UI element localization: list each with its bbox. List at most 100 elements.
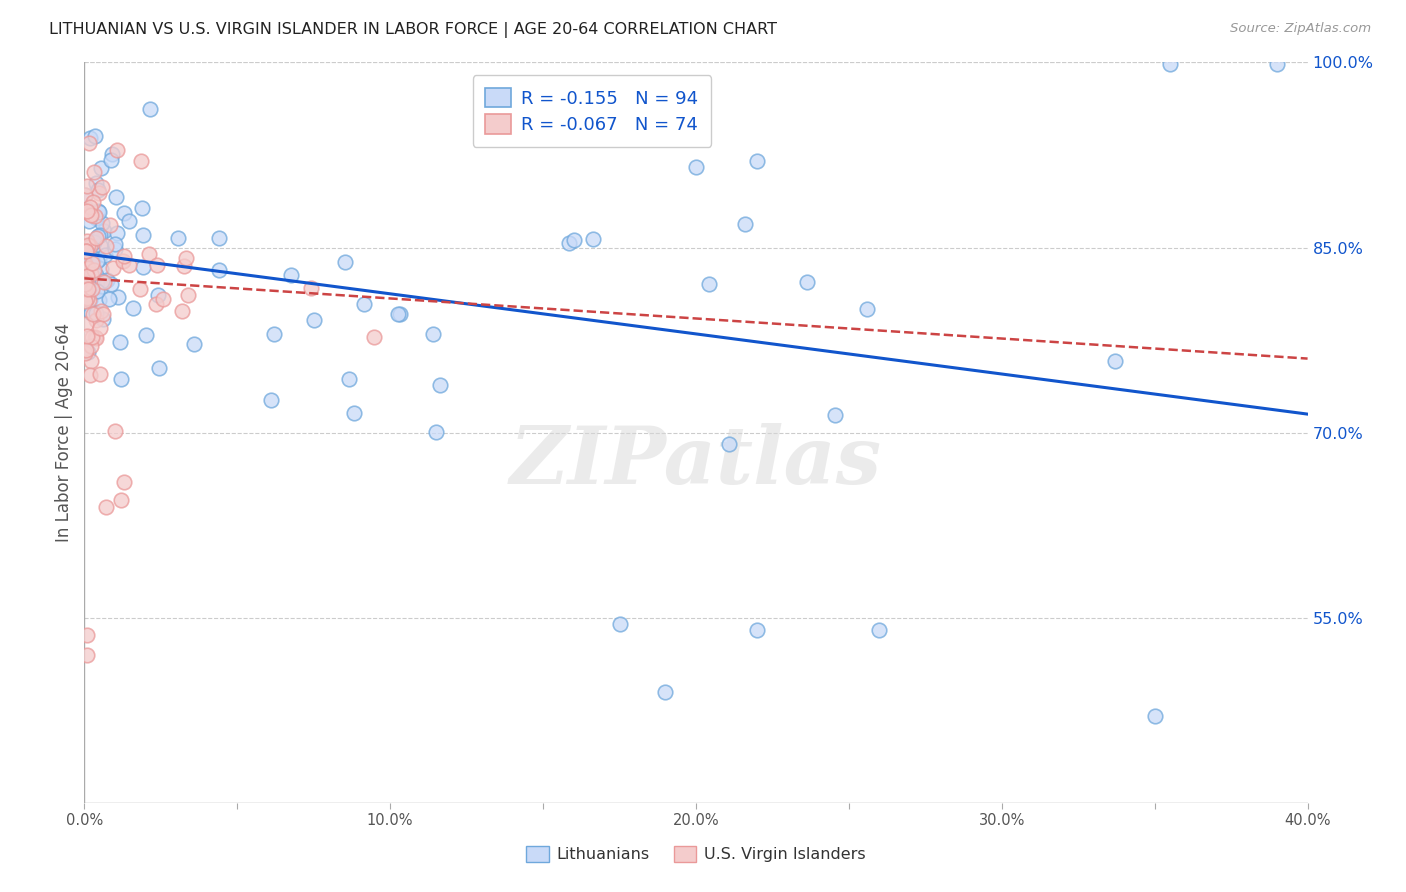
Point	[75, 260, 97, 274]
Point	[90, 303, 112, 318]
Point	[84, 268, 107, 282]
Point	[654, 685, 676, 699]
Point	[75, 244, 97, 258]
Point	[353, 296, 375, 310]
Point	[93, 224, 115, 238]
Point	[79, 293, 101, 308]
Point	[84, 313, 107, 327]
Point	[77, 136, 100, 150]
Point	[94, 248, 117, 262]
Point	[363, 330, 385, 344]
Point	[110, 493, 132, 508]
Point	[75, 318, 97, 332]
Point	[105, 143, 128, 157]
Point	[87, 252, 110, 267]
Point	[87, 204, 110, 219]
Point	[208, 230, 231, 244]
Point	[80, 354, 103, 368]
Point	[429, 377, 451, 392]
Point	[80, 268, 103, 282]
Text: ZIPatlas: ZIPatlas	[510, 424, 882, 501]
Point	[304, 313, 326, 327]
Point	[77, 214, 100, 228]
Point	[100, 277, 122, 291]
Point	[146, 258, 169, 272]
Y-axis label: In Labor Force | Age 20-64: In Labor Force | Age 20-64	[55, 323, 73, 542]
Point	[609, 616, 631, 631]
Point	[1265, 56, 1288, 70]
Point	[422, 327, 444, 342]
Point	[75, 293, 97, 308]
Point	[299, 281, 322, 295]
Point	[734, 217, 756, 231]
Point	[82, 282, 104, 296]
Point	[76, 628, 98, 642]
Point	[76, 282, 98, 296]
Point	[76, 268, 98, 283]
Point	[79, 131, 101, 145]
Point	[107, 227, 129, 241]
Point	[80, 208, 103, 222]
Point	[84, 129, 107, 144]
Point	[108, 335, 131, 350]
Point	[84, 231, 107, 245]
Point	[333, 255, 356, 269]
Point	[90, 262, 112, 277]
Point	[76, 291, 98, 305]
Point	[82, 194, 104, 209]
Point	[1104, 354, 1126, 368]
Point	[82, 249, 104, 263]
Point	[84, 330, 107, 344]
Point	[98, 218, 121, 232]
Point	[112, 475, 135, 489]
Point	[77, 260, 100, 275]
Point	[425, 425, 447, 440]
Point	[869, 623, 891, 637]
Point	[152, 292, 174, 306]
Point	[75, 277, 97, 292]
Legend: Lithuanians, U.S. Virgin Islanders: Lithuanians, U.S. Virgin Islanders	[520, 839, 872, 869]
Point	[747, 154, 769, 169]
Point	[685, 161, 707, 175]
Point	[79, 207, 101, 221]
Point	[91, 179, 114, 194]
Point	[176, 288, 198, 302]
Point	[104, 424, 127, 438]
Point	[562, 233, 585, 247]
Point	[280, 268, 302, 282]
Point	[96, 273, 118, 287]
Point	[104, 236, 127, 251]
Point	[75, 343, 97, 357]
Point	[76, 178, 98, 193]
Point	[718, 437, 741, 451]
Point	[98, 292, 121, 306]
Point	[84, 211, 107, 225]
Point	[75, 244, 97, 258]
Point	[96, 239, 118, 253]
Point	[557, 236, 579, 251]
Point	[76, 345, 98, 359]
Point	[89, 238, 111, 252]
Point	[84, 305, 107, 319]
Point	[90, 161, 112, 175]
Point	[1159, 56, 1181, 70]
Point	[582, 231, 605, 245]
Point	[111, 254, 134, 268]
Point	[145, 297, 167, 311]
Point	[75, 187, 97, 202]
Point	[80, 339, 103, 353]
Point	[263, 327, 285, 342]
Point	[1143, 709, 1166, 723]
Point	[856, 301, 879, 316]
Point	[87, 183, 110, 197]
Point	[121, 301, 143, 316]
Point	[112, 250, 135, 264]
Point	[342, 406, 364, 420]
Point	[75, 187, 97, 202]
Point	[93, 275, 115, 289]
Point	[132, 260, 155, 274]
Point	[110, 372, 132, 386]
Point	[796, 275, 818, 289]
Point	[84, 330, 107, 344]
Point	[146, 288, 169, 302]
